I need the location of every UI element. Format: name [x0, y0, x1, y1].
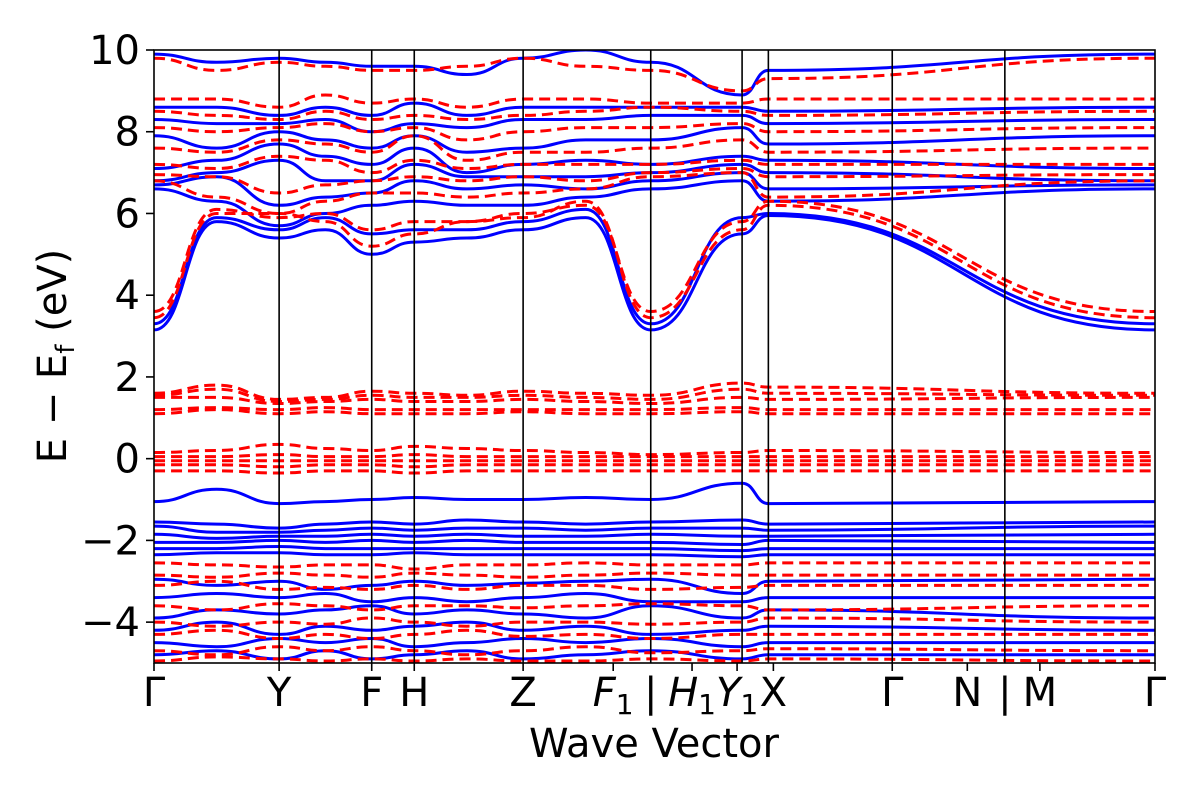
- y-tick-label: 4: [115, 273, 140, 319]
- y-tick-label: 6: [115, 191, 140, 237]
- plot-frame: [153, 49, 1156, 664]
- y-tick-label: 0: [115, 437, 140, 483]
- x-tick-label: |: [644, 670, 657, 716]
- y-axis-title: E − Ef (eV): [30, 249, 81, 464]
- spin-up-band: [154, 126, 1155, 154]
- x-tick-label: Γ: [143, 670, 166, 716]
- x-tick-label: Γ: [881, 670, 904, 716]
- x-tick-label: H: [399, 670, 429, 716]
- x-axis-title: Wave Vector: [529, 721, 780, 767]
- y-axis-title-main: E − E: [30, 354, 76, 464]
- x-tick-label: M: [1023, 670, 1058, 716]
- y-axis-ticks: −4 −2 0 2 4 6 8 10: [81, 28, 154, 646]
- x-tick-label: Z: [509, 670, 536, 716]
- x-tick-label: |: [998, 670, 1011, 716]
- y-axis-title-unit: (eV): [30, 249, 76, 345]
- y-tick-label: −4: [81, 600, 140, 646]
- x-tick-label: Y1: [716, 670, 758, 721]
- x-tick-label: Γ: [1144, 670, 1167, 716]
- x-tick-label: N: [952, 670, 982, 716]
- high-symmetry-lines: [278, 50, 1006, 663]
- x-tick-label: Y: [266, 670, 292, 716]
- x-tick-label: F1: [593, 670, 634, 721]
- x-axis-ticks: Γ Y F H Z F1 | H1 Y1 X Γ N | M Γ: [143, 663, 1167, 721]
- x-tick-label: H1: [668, 670, 716, 721]
- x-tick-label: X: [760, 670, 787, 716]
- spin-down-band: [154, 56, 1155, 93]
- spin-down-band: [154, 122, 1155, 142]
- y-tick-label: 2: [115, 355, 140, 401]
- y-tick-label: 8: [115, 110, 140, 156]
- spin-up-band: [154, 142, 1155, 175]
- x-tick-label: F: [360, 670, 383, 716]
- y-axis-title-sub: f: [51, 344, 81, 354]
- y-tick-label: 10: [89, 28, 140, 74]
- y-tick-label: −2: [81, 518, 140, 564]
